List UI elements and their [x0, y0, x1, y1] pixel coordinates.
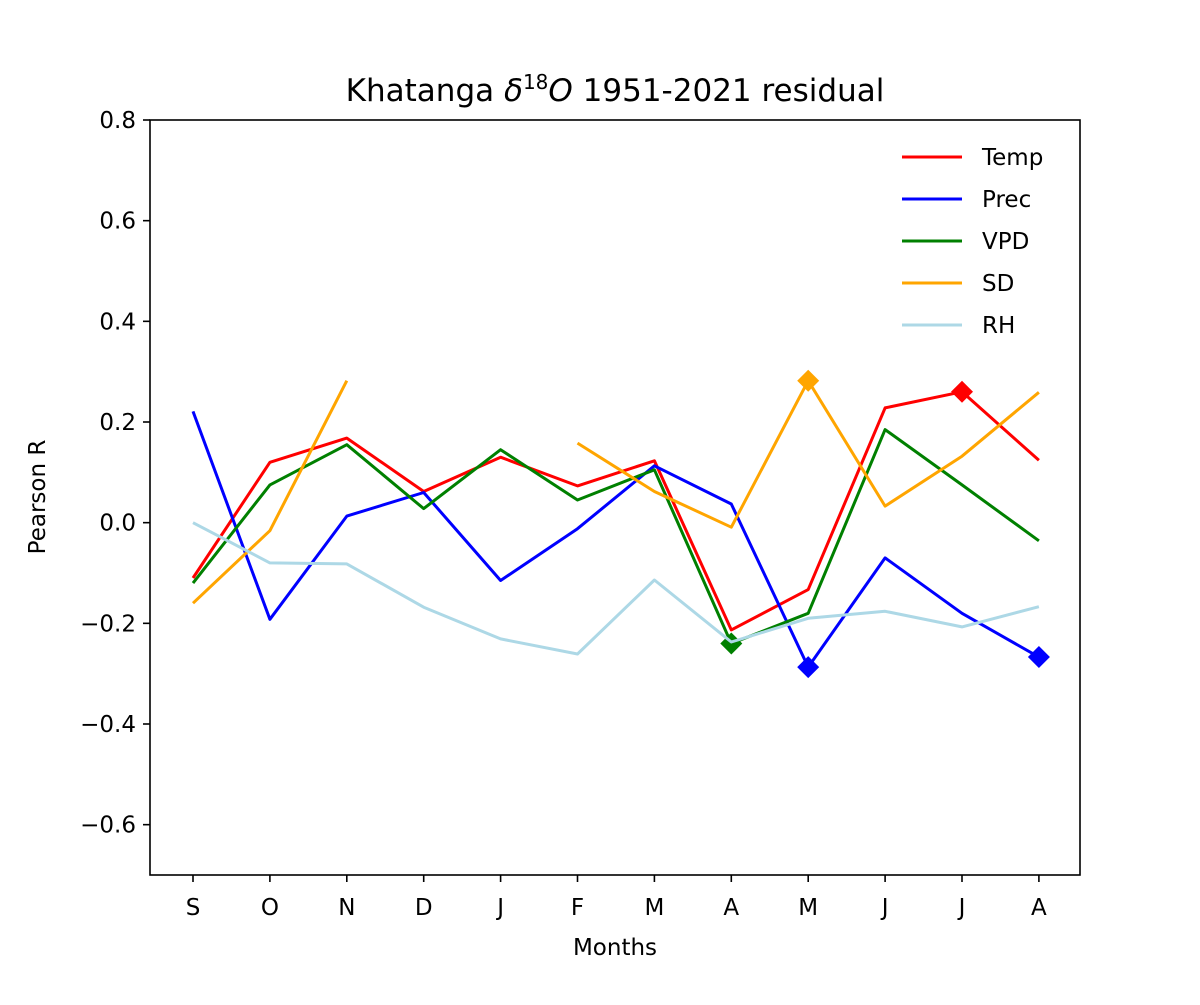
y-axis-label: Pearson R	[25, 440, 51, 555]
series-line-sd	[576, 379, 1040, 529]
x-tick-label: F	[571, 895, 584, 921]
marker-sd	[797, 369, 820, 392]
x-tick-label: J	[880, 895, 889, 921]
x-tick-label: O	[261, 895, 279, 921]
x-tick-label: A	[1031, 895, 1047, 921]
plot-frame	[149, 119, 1081, 876]
y-tick-label: 0.4	[99, 309, 136, 335]
x-tick-label: D	[415, 895, 433, 921]
x-tick-label: N	[338, 895, 355, 921]
marker-prec	[1027, 646, 1050, 669]
series-line-prec	[191, 410, 1040, 669]
legend-label-rh: RH	[982, 313, 1015, 339]
y-tick-label: 0.6	[99, 209, 136, 235]
x-tick-label: J	[957, 895, 966, 921]
y-tick-label: 0.0	[99, 511, 136, 537]
series-line-sd	[191, 380, 349, 605]
legend-label-prec: Prec	[982, 187, 1031, 213]
x-axis-label: Months	[573, 935, 657, 961]
y-tick-label: 0.8	[99, 108, 136, 134]
chart-title: Khatanga δ18O 1951-2021 residual	[346, 70, 885, 109]
y-tick-label: −0.6	[80, 813, 136, 839]
legend: Temp Prec VPD SD RH	[902, 145, 1043, 339]
series-line-rh	[192, 521, 1040, 656]
y-tick-label: −0.4	[80, 712, 136, 738]
x-tick-label: J	[495, 895, 504, 921]
legend-label-sd: SD	[982, 271, 1014, 297]
marker-temp	[951, 380, 973, 403]
x-tick-label: S	[186, 895, 201, 921]
marker-prec	[797, 656, 820, 679]
x-tick-label: A	[723, 895, 739, 921]
y-tick-label: 0.2	[99, 410, 136, 436]
legend-label-vpd: VPD	[982, 229, 1029, 255]
plot-area	[191, 369, 1050, 679]
series-line-vpd	[191, 428, 1040, 645]
series-line-temp	[191, 390, 1040, 632]
y-tick-label: −0.2	[80, 611, 136, 637]
x-tick-label: M	[644, 895, 664, 921]
legend-label-temp: Temp	[981, 145, 1043, 171]
x-tick-label: M	[798, 895, 818, 921]
axes-ticks: S O N D J F M A M J J A −0.6 −0.4 −0.2 0.0 0.2 0.4 0.6 0.8	[80, 108, 1047, 921]
